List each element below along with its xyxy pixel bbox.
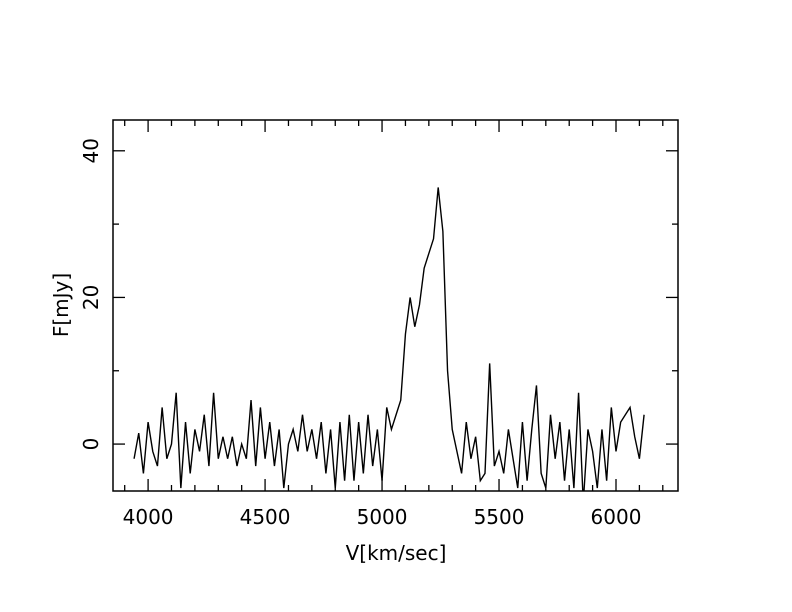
x-axis-label: V[km/sec] <box>346 541 447 565</box>
spectrum-line <box>133 187 645 491</box>
x-tick-label: 4000 <box>123 505 174 529</box>
y-tick-label: 20 <box>79 285 103 310</box>
plot-frame <box>112 119 679 492</box>
x-tick-label: 6000 <box>591 505 642 529</box>
x-tick-label: 5000 <box>357 505 408 529</box>
x-tick-label: 5500 <box>474 505 525 529</box>
y-tick-label: 40 <box>79 138 103 163</box>
y-axis-label: F[mJy] <box>49 273 73 337</box>
y-tick-label: 0 <box>79 438 103 451</box>
x-tick-label: 4500 <box>240 505 291 529</box>
